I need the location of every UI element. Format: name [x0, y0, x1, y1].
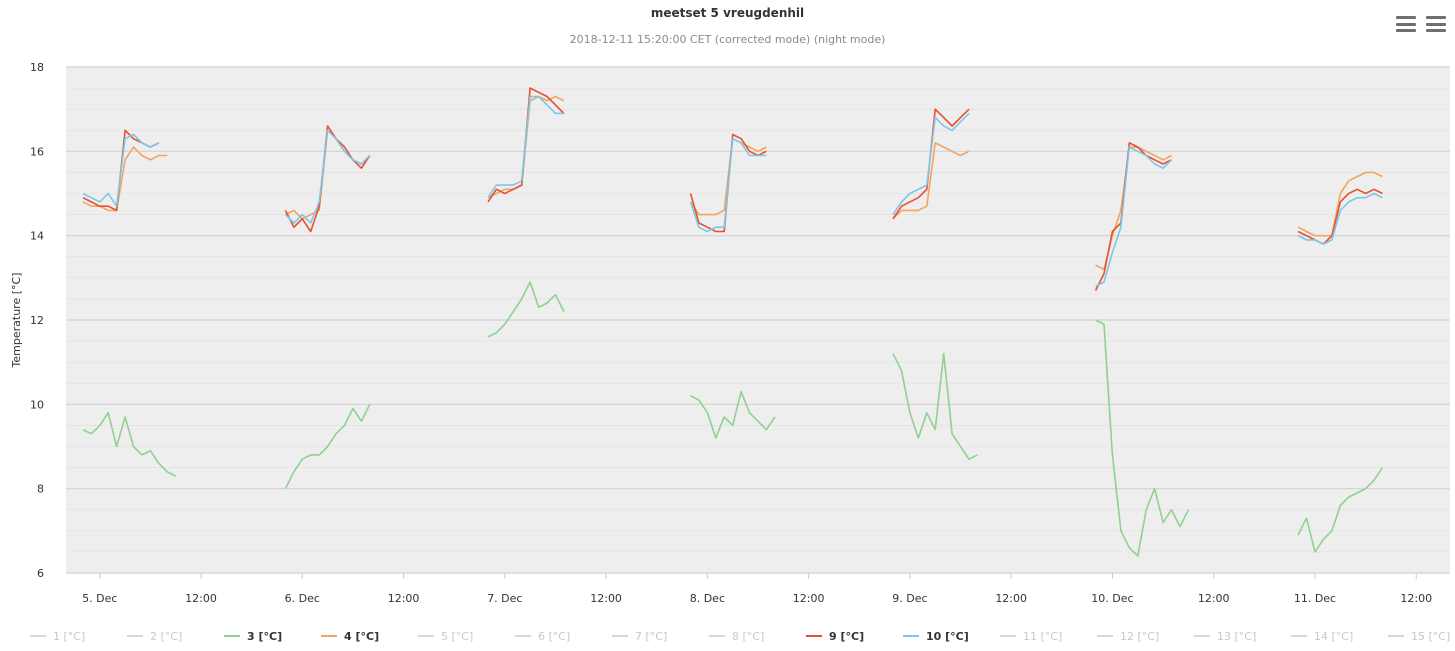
legend-item[interactable]: 9 [°C] — [806, 627, 864, 645]
legend-item[interactable]: 15 [°C] — [1388, 627, 1450, 645]
legend-item[interactable]: 8 [°C] — [709, 627, 764, 645]
legend-label: 5 [°C] — [441, 629, 474, 643]
x-tick-label: 12:00 — [793, 592, 825, 605]
legend-swatch — [1388, 635, 1404, 637]
x-tick-label: 12:00 — [995, 592, 1027, 605]
series-line-3 — [1095, 319, 1190, 557]
chart-title: meetset 5 vreugdenhil — [650, 6, 805, 20]
legend-item[interactable]: 3 [°C] — [224, 627, 282, 645]
x-tick-label: 10. Dec — [1091, 592, 1133, 605]
legend-label: 15 [°C] — [1411, 629, 1451, 643]
series-line-10 — [487, 95, 564, 199]
legend-item[interactable]: 7 [°C] — [612, 627, 667, 645]
x-tick-label: 8. Dec — [690, 592, 725, 605]
legend-swatch — [515, 635, 531, 637]
legend-swatch — [30, 635, 46, 637]
x-tick-label: 7. Dec — [487, 592, 522, 605]
series-line-9 — [1297, 188, 1383, 245]
y-tick-label: 18 — [30, 61, 44, 74]
legend-label: 2 [°C] — [150, 629, 183, 643]
x-tick-label: 6. Dec — [285, 592, 320, 605]
legend-swatch — [1097, 635, 1113, 637]
y-tick-label: 10 — [30, 398, 44, 411]
x-tick-label: 11. Dec — [1294, 592, 1336, 605]
y-axis-label: Temperature [°C] — [10, 273, 23, 369]
y-tick-label: 16 — [30, 145, 44, 158]
legend-label: 10 [°C] — [926, 629, 969, 643]
series-line-3 — [690, 390, 776, 439]
y-tick-label: 8 — [37, 483, 44, 496]
legend-swatch — [709, 635, 725, 637]
legend-label: 3 [°C] — [247, 629, 283, 643]
series-line-10 — [689, 137, 767, 233]
x-tick-label: 12:00 — [388, 592, 420, 605]
legend-item[interactable]: 12 [°C] — [1097, 627, 1159, 645]
series-line-10 — [1095, 146, 1173, 288]
legend-item[interactable]: 11 [°C] — [1000, 627, 1062, 645]
legend-label: 9 [°C] — [829, 629, 865, 643]
legend-item[interactable]: 14 [°C] — [1291, 627, 1353, 645]
legend-swatch — [806, 635, 822, 637]
legend-item[interactable]: 4 [°C] — [321, 627, 379, 645]
x-tick-label: 12:00 — [590, 592, 622, 605]
legend-label: 13 [°C] — [1217, 629, 1257, 643]
legend-label: 8 [°C] — [732, 629, 765, 643]
y-tick-label: 12 — [30, 314, 44, 327]
legend-swatch — [612, 635, 628, 637]
series-line-3 — [1297, 467, 1384, 553]
legend-swatch — [1194, 635, 1210, 637]
menu-icon — [1426, 16, 1446, 19]
x-tick-label: 9. Dec — [892, 592, 927, 605]
legend-label: 6 [°C] — [538, 629, 571, 643]
x-tick-label: 5. Dec — [82, 592, 117, 605]
series-line-4 — [82, 146, 168, 212]
series-line-3 — [82, 411, 177, 477]
legend-swatch — [418, 635, 434, 637]
series-line-10 — [1297, 192, 1383, 245]
legend-item[interactable]: 1 [°C] — [30, 627, 85, 645]
legend-item[interactable]: 10 [°C] — [903, 627, 969, 645]
y-tick-label: 14 — [30, 230, 44, 243]
legend-swatch — [127, 635, 143, 637]
legend-label: 11 [°C] — [1023, 629, 1063, 643]
x-tick-label: 12:00 — [1400, 592, 1432, 605]
series-line-4 — [892, 142, 970, 220]
menu-icon — [1396, 16, 1416, 19]
series-line-9 — [1094, 142, 1172, 291]
series-line-3 — [892, 352, 978, 461]
y-tick-label: 6 — [37, 567, 44, 580]
series-line-10 — [284, 129, 371, 224]
x-tick-label: 12:00 — [1198, 592, 1230, 605]
legend-item[interactable]: 5 [°C] — [418, 627, 473, 645]
series-line-3 — [284, 403, 371, 490]
legend-label: 7 [°C] — [635, 629, 668, 643]
legend-swatch — [903, 635, 919, 637]
series-line-10 — [82, 133, 160, 207]
legend-label: 1 [°C] — [53, 629, 86, 643]
legend-swatch — [321, 635, 337, 637]
legend-label: 4 [°C] — [344, 629, 380, 643]
series-line-9 — [284, 125, 371, 233]
legend-item[interactable]: 2 [°C] — [127, 627, 182, 645]
x-tick-label: 12:00 — [185, 592, 217, 605]
chart-subtitle: 2018-12-11 15:20:00 CET (corrected mode)… — [569, 33, 886, 46]
legend-swatch — [1291, 635, 1307, 637]
series-line-10 — [892, 112, 970, 216]
temperature-chart: 6 8 10 12 14 16 18 5. Dec 12:00 6. Dec 12:00 7. Dec… — [10, 61, 1450, 605]
chart-legend: 1 [°C] 2 [°C] 3 [°C] 4 [°C] 5 [°C] 6 [°C] 7 [°… — [30, 627, 1450, 647]
legend-label: 14 [°C] — [1314, 629, 1354, 643]
legend-item[interactable]: 6 [°C] — [515, 627, 570, 645]
legend-swatch — [224, 635, 240, 637]
chart-context-menu-button[interactable] — [1396, 16, 1416, 32]
series-line-4 — [1297, 171, 1383, 237]
legend-item[interactable]: 13 [°C] — [1194, 627, 1256, 645]
legend-swatch — [1000, 635, 1016, 637]
chart-export-menu-button[interactable] — [1426, 16, 1446, 32]
series-line-3 — [487, 281, 565, 338]
legend-label: 12 [°C] — [1120, 629, 1160, 643]
